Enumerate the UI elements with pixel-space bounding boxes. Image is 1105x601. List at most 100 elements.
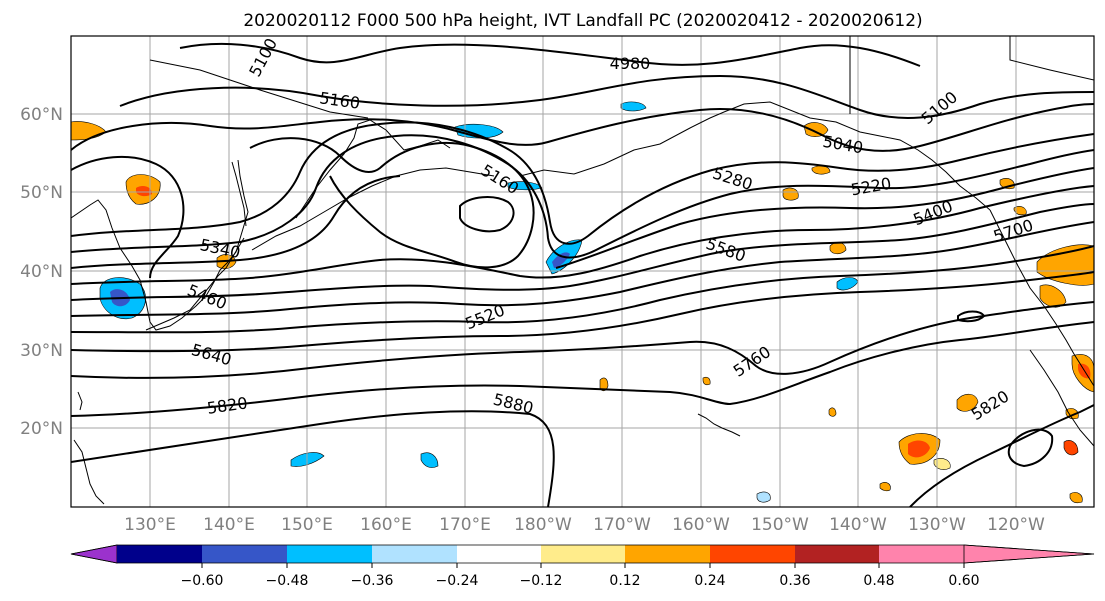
contour <box>71 271 1094 353</box>
contour <box>71 245 1094 334</box>
colorbar-tick-label: 0.48 <box>863 573 894 589</box>
colorbar-segment <box>457 545 541 563</box>
shade-negative <box>756 491 771 503</box>
contour <box>909 404 1094 507</box>
coastline-siberia <box>149 59 369 119</box>
map-area <box>71 36 1094 507</box>
lat-label: 60°N <box>20 105 63 125</box>
contour <box>71 121 1094 245</box>
colorbar-tick-label: −0.60 <box>181 573 224 589</box>
colorbar-outline <box>70 544 1095 564</box>
shade-negative <box>620 101 647 112</box>
colorbar-tick-label: −0.12 <box>520 573 563 589</box>
colorbar-segment <box>372 545 457 563</box>
shade-positive <box>1069 492 1083 504</box>
coastline-taiwan <box>77 391 83 411</box>
coastline-aleutians <box>251 167 495 251</box>
colorbar-tick-label: −0.36 <box>351 573 394 589</box>
colorbar-tick-label: −0.24 <box>436 573 479 589</box>
lon-label: 140°E <box>203 515 255 535</box>
contour <box>179 42 921 67</box>
shade-negative <box>420 452 439 468</box>
shade-positive <box>956 393 979 412</box>
colorbar-segment <box>117 545 202 563</box>
colorbar-tick-label: 0.60 <box>948 573 979 589</box>
contour <box>71 134 1094 259</box>
colorbar-extend-max <box>963 544 1095 564</box>
map-frame <box>70 35 1095 508</box>
lon-label: 140°W <box>829 515 887 535</box>
shade-positive <box>136 186 152 197</box>
coastline-japan <box>145 237 245 331</box>
shade-positive <box>1013 206 1027 216</box>
colorbar-tick-label: 0.24 <box>694 573 725 589</box>
contour <box>71 221 1094 317</box>
coastlines <box>71 36 1094 505</box>
height-contours <box>71 42 1094 507</box>
coastline-hawaii <box>697 413 741 437</box>
contour-label: 4980 <box>610 54 651 73</box>
contour <box>71 301 1094 379</box>
lon-label: 170°W <box>593 515 651 535</box>
lon-label: 150°W <box>751 515 809 535</box>
lat-label-group: 60°N 50°N 40°N 30°N 20°N <box>20 105 63 439</box>
colorbar-tick-label: −0.48 <box>266 573 309 589</box>
lon-label: 150°E <box>281 515 333 535</box>
lon-label: 120°W <box>987 515 1045 535</box>
lon-label: 180°W <box>514 515 572 535</box>
contour <box>1007 428 1054 468</box>
contour <box>71 185 1094 285</box>
shade-positive <box>702 376 711 386</box>
shade-positive <box>829 242 847 255</box>
shade-positive <box>879 482 891 492</box>
colorbar-segment <box>879 545 964 563</box>
lat-label: 30°N <box>20 341 63 361</box>
shade-positive <box>933 458 951 470</box>
contour <box>71 155 185 279</box>
shade-negative <box>507 181 543 191</box>
colorbar-segment <box>795 545 879 563</box>
lat-label: 20°N <box>20 419 63 439</box>
coastline-philippines <box>73 439 105 505</box>
lon-label: 160°E <box>360 515 412 535</box>
colorbar-segment <box>202 545 287 563</box>
colorbar-tick-label: 0.12 <box>609 573 640 589</box>
colorbar-ticks <box>201 563 965 568</box>
lat-label: 50°N <box>20 183 63 203</box>
shade-positive <box>1063 440 1079 456</box>
contour <box>71 167 1094 269</box>
lon-label-group: 130°E 140°E 150°E 160°E 170°E 180°W 170°… <box>124 515 1045 535</box>
colorbar-segment <box>625 545 710 563</box>
contour <box>71 103 1094 152</box>
coastline-asia <box>71 159 249 331</box>
shade-positive <box>803 122 829 137</box>
lon-label: 130°E <box>124 515 176 535</box>
colorbar-segment <box>710 545 795 563</box>
shade-positive <box>1039 284 1067 308</box>
contour <box>71 321 1094 417</box>
contour <box>249 137 535 269</box>
lon-label: 160°W <box>672 515 730 535</box>
colorbar-tick-label: 0.36 <box>779 573 810 589</box>
lon-label: 170°E <box>439 515 491 535</box>
shade-positive <box>828 407 837 417</box>
contour <box>71 410 555 507</box>
coastline-border2 <box>1009 36 1094 81</box>
contour <box>119 74 1094 119</box>
colorbar-segment <box>541 545 625 563</box>
contour <box>71 203 1094 301</box>
lat-label: 40°N <box>20 262 63 282</box>
coastline-sakhalin <box>231 161 247 227</box>
contour <box>459 196 515 233</box>
contour <box>957 310 986 323</box>
shade-positive <box>908 440 930 458</box>
map-title: 2020020112 F000 500 hPa height, IVT Land… <box>243 11 922 31</box>
colorbar-extend-min <box>70 544 118 564</box>
coastline-mexico <box>1029 349 1094 447</box>
colorbar-segment <box>287 545 372 563</box>
lon-label: 130°W <box>908 515 966 535</box>
shade-positive <box>782 187 799 201</box>
coastline-alaska <box>519 101 991 211</box>
colorbar: −0.60 −0.48 −0.36 −0.24 −0.12 0.12 0.24 … <box>70 544 1095 589</box>
